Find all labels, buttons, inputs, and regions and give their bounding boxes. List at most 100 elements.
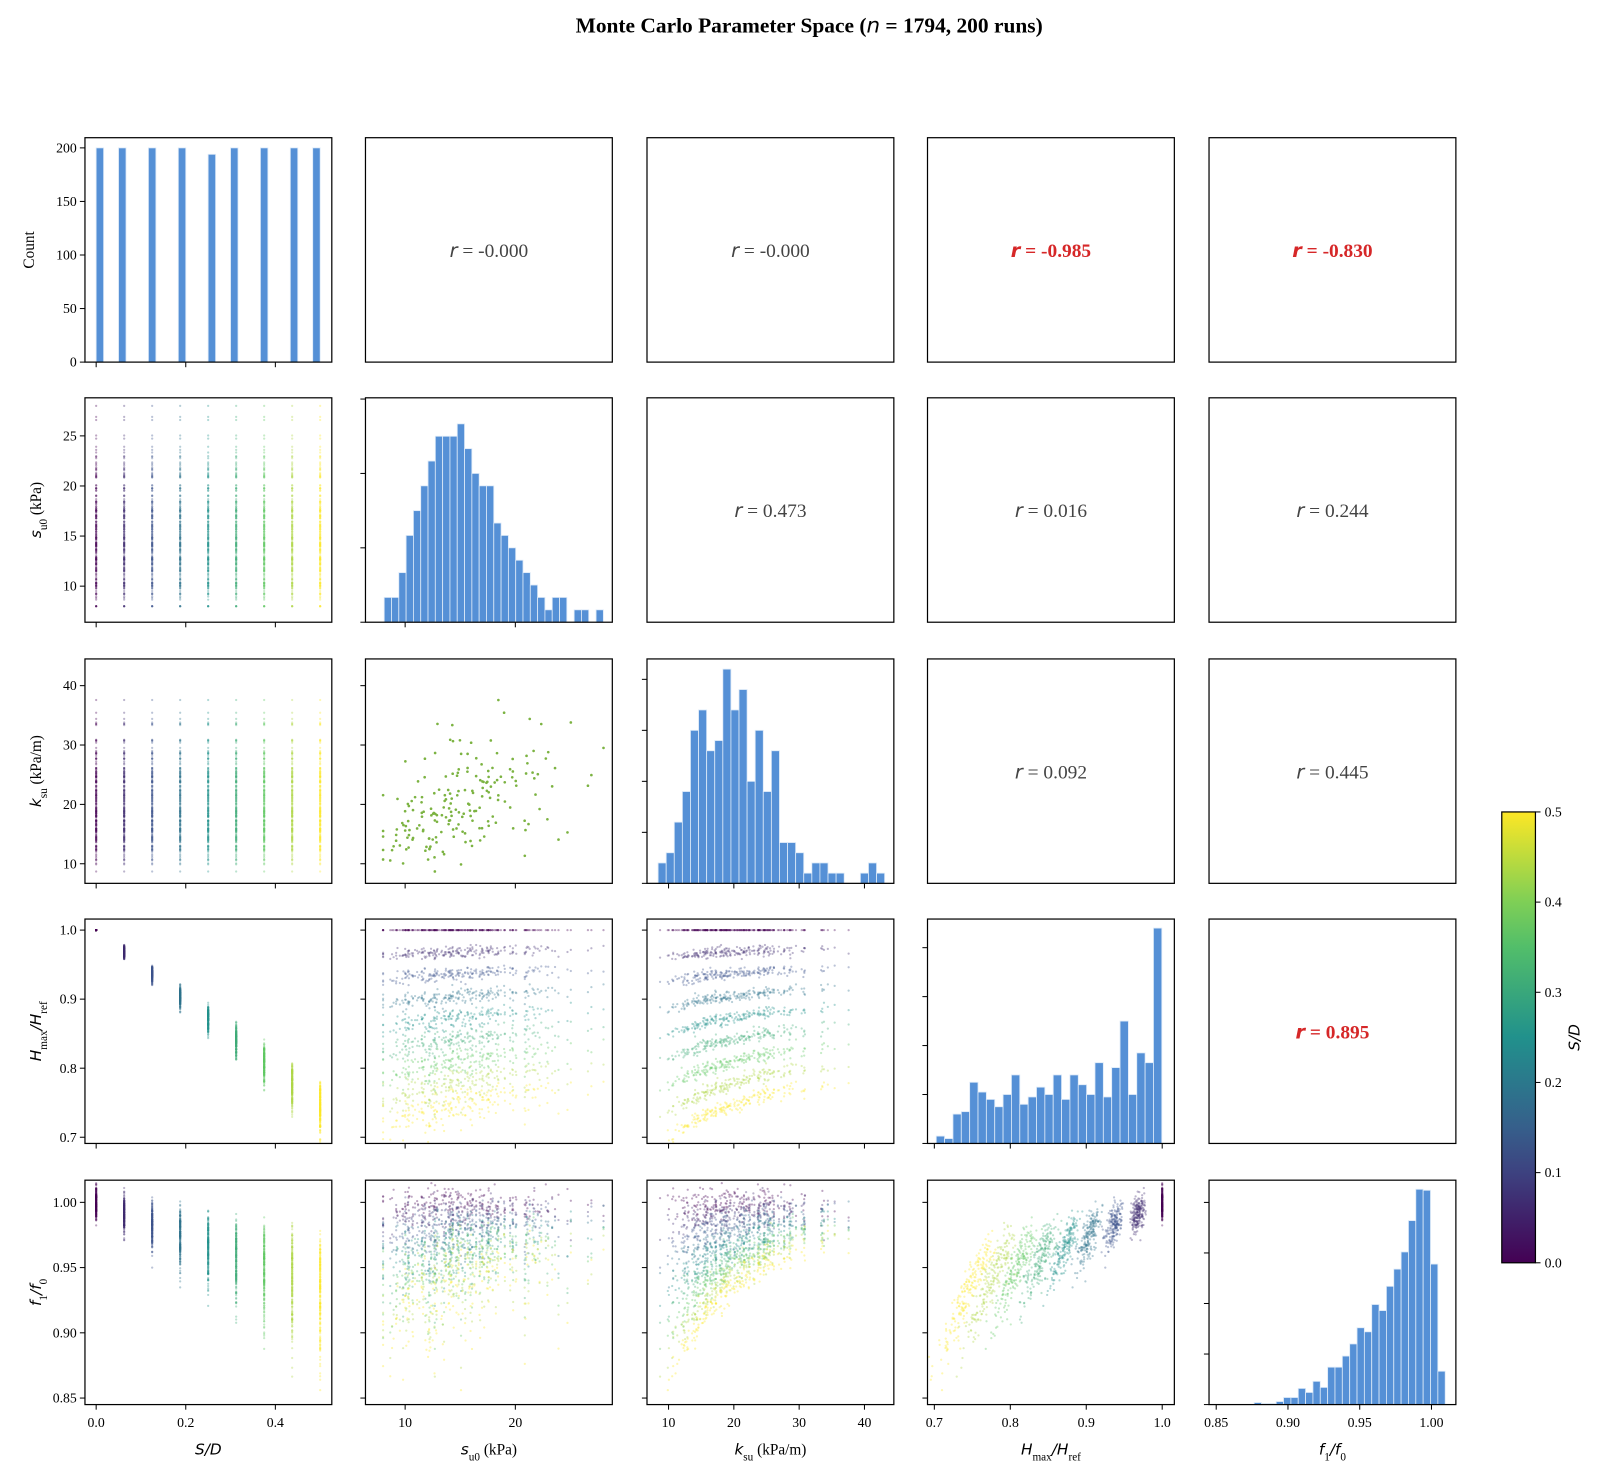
histogram-bars — [383, 423, 604, 623]
scatter-point — [95, 528, 98, 531]
scatter-point — [207, 520, 210, 523]
panel-sd-vs-hmax-href: r = -0.985 — [926, 137, 1175, 363]
scatter-point — [151, 561, 154, 564]
scatter-point — [151, 739, 154, 742]
scatter-point — [95, 527, 98, 530]
scatter-point — [235, 483, 238, 487]
histogram-bar — [118, 147, 127, 363]
scatter-point — [123, 757, 126, 760]
scatter-point — [207, 578, 210, 581]
scatter-point — [123, 563, 126, 566]
scatter-points — [95, 928, 322, 1144]
scatter-point — [151, 476, 154, 479]
histogram-bar — [449, 435, 458, 623]
scatter-point — [319, 464, 322, 467]
scatter-point — [179, 598, 182, 601]
scatter-point — [151, 569, 154, 572]
scatter-point — [95, 596, 98, 600]
scatter-point — [123, 558, 126, 562]
scatter-point — [470, 844, 474, 848]
scatter-point — [263, 466, 266, 469]
scatter-point — [235, 792, 238, 795]
scatter-point — [151, 547, 154, 551]
scatter-point — [95, 577, 98, 581]
scatter-point — [123, 448, 126, 452]
scatter-point — [95, 528, 98, 531]
scatter-point — [207, 527, 210, 530]
scatter-point — [95, 561, 98, 564]
scatter-point — [207, 863, 210, 866]
scatter-point — [151, 494, 154, 497]
scatter-point — [123, 489, 126, 492]
scatter-point — [151, 557, 154, 561]
scatter-point — [179, 711, 182, 714]
scatter-point — [235, 763, 238, 766]
scatter-point — [95, 555, 98, 558]
scatter-point — [291, 535, 294, 538]
scatter-point — [207, 760, 210, 763]
scatter-point — [95, 516, 98, 519]
scatter-point — [123, 547, 126, 551]
scatter-point — [95, 593, 98, 596]
scatter-point — [95, 544, 98, 547]
scatter-point — [466, 802, 470, 806]
scatter-point — [123, 548, 126, 551]
scatter-point — [319, 489, 322, 492]
scatter-point — [179, 500, 182, 503]
scatter-point — [123, 537, 126, 541]
scatter-point — [151, 536, 154, 539]
scatter-point — [179, 754, 182, 757]
scatter-point — [95, 538, 98, 541]
scatter-point — [151, 565, 154, 568]
scatter-point — [95, 749, 98, 753]
scatter-point — [179, 605, 182, 608]
scatter-point — [95, 507, 98, 510]
scatter-point — [381, 858, 385, 861]
scatter-point — [95, 530, 98, 533]
scatter-point — [151, 457, 154, 460]
scatter-point — [381, 848, 385, 852]
scatter-point — [123, 564, 126, 567]
scatter-point — [291, 739, 294, 742]
scatter-point — [151, 509, 154, 512]
scatter-point — [95, 605, 98, 608]
scatter-point — [207, 434, 210, 437]
scatter-point — [123, 515, 126, 518]
scatter-point — [151, 523, 154, 527]
scatter-point — [123, 475, 126, 478]
scatter-point — [235, 858, 238, 861]
scatter-point — [151, 558, 154, 561]
scatter-point — [435, 840, 438, 844]
scatter-point — [291, 559, 294, 562]
scatter-point — [151, 476, 154, 479]
scatter-point — [319, 763, 322, 766]
scatter-point — [151, 533, 154, 536]
scatter-point — [381, 829, 385, 833]
scatter-point — [151, 559, 154, 563]
histogram-bar — [529, 584, 539, 623]
scatter-point — [123, 561, 126, 564]
scatter-point — [423, 775, 426, 779]
scatter-point — [151, 981, 154, 984]
scatter-point — [95, 541, 98, 544]
scatter-point — [495, 751, 499, 755]
scatter-point — [95, 569, 98, 572]
scatter-point — [123, 510, 126, 513]
scatter-point — [123, 511, 126, 514]
scatter-point — [179, 503, 182, 506]
scatter-point — [263, 850, 266, 853]
scatter-point — [207, 833, 210, 837]
scatter-point — [123, 474, 126, 477]
scatter-point — [123, 775, 126, 779]
scatter-point — [179, 469, 182, 472]
scatter-point — [123, 555, 126, 558]
scatter-point — [179, 566, 182, 569]
scatter-point — [487, 824, 491, 828]
scatter-point — [151, 552, 154, 555]
histogram-bar — [835, 872, 845, 884]
scatter-point — [151, 540, 154, 544]
y-tick-label: 30 — [63, 738, 77, 753]
scatter-point — [235, 451, 238, 454]
scatter-point — [95, 569, 98, 573]
scatter-point — [151, 525, 154, 528]
